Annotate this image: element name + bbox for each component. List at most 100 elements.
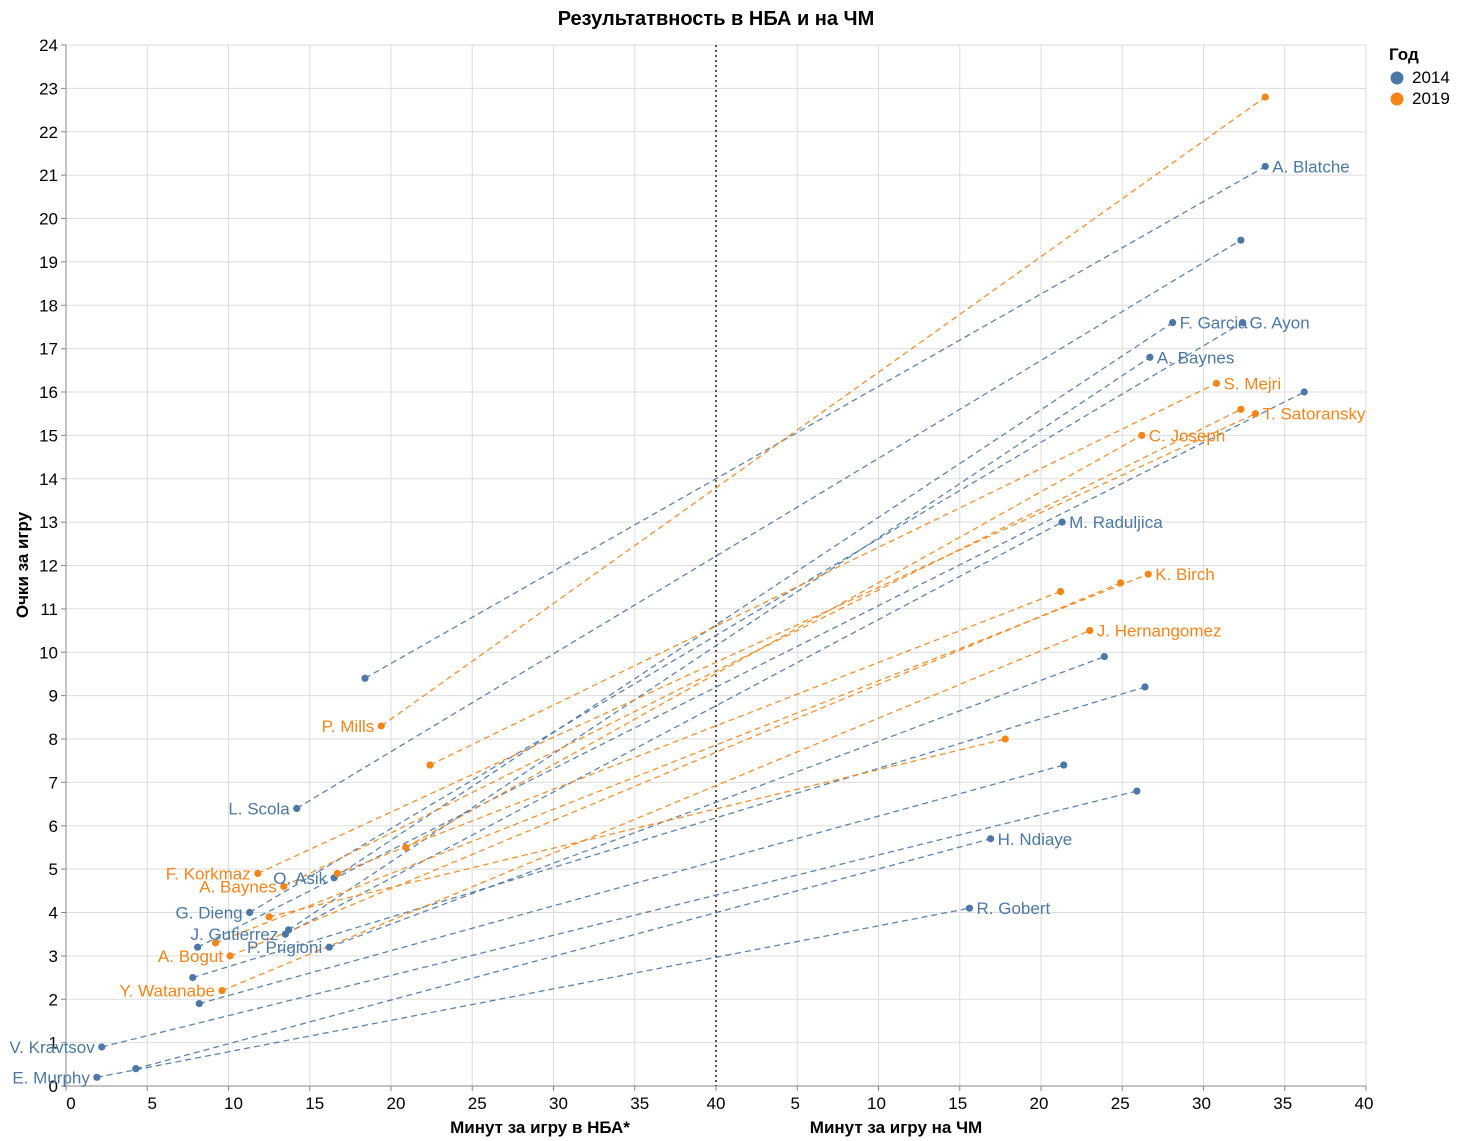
point-nba-2014 — [195, 999, 203, 1008]
connector-line-2014 — [101, 790, 1138, 1048]
connector-line-2014 — [285, 521, 1063, 935]
y-tick-label: 7 — [49, 773, 58, 792]
point-label-wc: H. Ndiaye — [998, 830, 1073, 849]
point-label-nba: F. Korkmaz — [166, 864, 251, 883]
point-wc-2019 — [1117, 579, 1125, 587]
point-nba-2014 — [325, 943, 333, 951]
x-tick-label-nba: 5 — [148, 1094, 157, 1113]
point-label-nba: E. Murphy — [12, 1068, 90, 1087]
point-label-nba: L. Scola — [228, 799, 290, 818]
axes: 0123456789101112131415161718192021222324… — [39, 36, 1373, 1113]
connector-line-2014 — [296, 239, 1242, 809]
point-nba-2019 — [402, 843, 410, 852]
y-axis-title: Очки за игру — [13, 511, 32, 618]
x-tick-label-nba: 20 — [387, 1094, 406, 1113]
point-nba-2019 — [426, 761, 434, 769]
y-tick-label: 2 — [49, 990, 58, 1009]
point-label-nba: O. Asik — [273, 869, 327, 888]
y-tick-label: 1 — [49, 1034, 58, 1053]
connector-line-2019 — [405, 434, 1143, 849]
point-nba-2019 — [218, 986, 226, 995]
x-tick-label-nba: 25 — [468, 1094, 487, 1113]
point-nba-2014 — [93, 1073, 101, 1081]
connector-line-2019 — [337, 590, 1061, 875]
point-label-wc: F. Garcia — [1180, 314, 1249, 333]
y-tick-label: 4 — [49, 904, 58, 923]
point-nba-2014 — [361, 674, 369, 682]
connector-line-2014 — [249, 322, 1243, 914]
point-nba-2014 — [194, 943, 202, 951]
connector-line-2014 — [192, 686, 1146, 979]
point-wc-2019 — [1056, 587, 1065, 596]
point-nba-2019 — [211, 939, 220, 947]
point-wc-2014 — [1100, 652, 1108, 661]
y-tick-label: 13 — [39, 513, 58, 532]
connector-line-2019 — [268, 738, 1006, 918]
x-tick-label-wc: 30 — [1192, 1094, 1211, 1113]
point-label-wc: T. Satoransky — [1263, 405, 1366, 424]
y-tick-label: 14 — [39, 470, 58, 489]
point-nba-2014 — [189, 973, 197, 982]
y-tick-label: 5 — [49, 860, 58, 879]
x-tick-label-wc: 5 — [791, 1094, 800, 1113]
y-tick-label: 3 — [49, 947, 58, 966]
y-tick-label: 20 — [39, 210, 58, 229]
point-nba-2014 — [132, 1065, 140, 1073]
y-tick-label: 21 — [39, 166, 58, 185]
point-label-nba: P. Prigioni — [247, 938, 322, 957]
point-wc-2019 — [1144, 570, 1152, 578]
point-wc-2014 — [987, 835, 995, 843]
y-tick-label: 12 — [39, 557, 58, 576]
legend-title: Год — [1389, 45, 1419, 64]
x-axis-title-wc: Минут за игру на ЧМ — [810, 1118, 982, 1137]
point-wc-2019 — [1251, 410, 1260, 418]
point-nba-2014 — [98, 1043, 106, 1051]
x-tick-label-wc: 10 — [867, 1094, 886, 1113]
point-label-wc: R. Gobert — [977, 899, 1051, 918]
point-label-nba: J. Gutierrez — [191, 925, 279, 944]
point-label-wc: K. Birch — [1155, 565, 1215, 584]
point-wc-2014 — [1146, 353, 1154, 361]
point-label-wc: S. Mejri — [1224, 374, 1282, 393]
x-tick-label-wc: 15 — [948, 1094, 967, 1113]
point-label-nba: A. Bogut — [158, 947, 223, 966]
y-tick-label: 18 — [39, 296, 58, 315]
connector-line-2014 — [329, 655, 1105, 948]
x-axis-title-nba: Минут за игру в НБА* — [450, 1118, 630, 1137]
y-tick-label: 15 — [39, 426, 58, 445]
point-wc-2019 — [1261, 93, 1269, 101]
legend-label-2019: 2019 — [1412, 89, 1450, 108]
y-tick-label: 9 — [49, 687, 58, 706]
point-label-nba: G. Dieng — [176, 904, 243, 923]
point-wc-2014 — [1058, 518, 1066, 526]
y-tick-label: 24 — [39, 36, 58, 55]
y-tick-label: 10 — [39, 643, 58, 662]
point-wc-2014 — [1060, 761, 1068, 769]
y-tick-label: 6 — [49, 817, 58, 836]
connector-line-2014 — [96, 907, 970, 1078]
point-wc-2014 — [1141, 683, 1149, 691]
connector-line-2019 — [221, 629, 1090, 992]
point-wc-2014 — [965, 904, 974, 912]
y-tick-label: 16 — [39, 383, 58, 402]
x-tick-label-nba: 0 — [66, 1094, 75, 1113]
point-wc-2019 — [1086, 626, 1094, 635]
point-wc-2019 — [1138, 431, 1146, 439]
point-wc-2014 — [1133, 787, 1141, 795]
connector-lines — [96, 96, 1305, 1078]
point-nba-2014 — [281, 930, 289, 938]
connector-line-2014 — [135, 838, 991, 1070]
y-tick-label: 8 — [49, 730, 58, 749]
x-tick-label-nba: 10 — [224, 1094, 243, 1113]
connector-line-2019 — [380, 96, 1266, 727]
point-nba-2019 — [280, 882, 288, 891]
y-tick-label: 17 — [39, 340, 58, 359]
point-nba-2019 — [254, 869, 262, 878]
x-tick-label-wc: 35 — [1273, 1094, 1292, 1113]
point-wc-2019 — [1001, 735, 1009, 743]
connector-line-2014 — [197, 391, 1305, 948]
point-wc-2019 — [1237, 405, 1245, 413]
point-nba-2019 — [377, 722, 385, 730]
connector-line-2014 — [199, 764, 1064, 1005]
